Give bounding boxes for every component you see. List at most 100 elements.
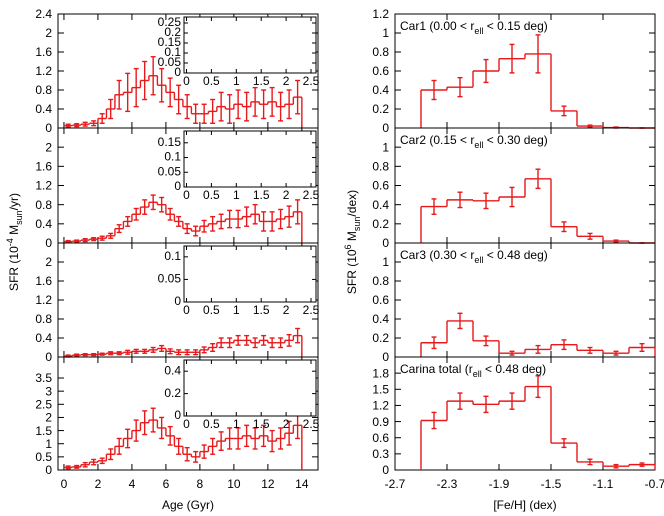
y-tick-label: 1.2 (35, 64, 52, 78)
x-tick-label: 2.5 (303, 74, 320, 88)
y-tick-label: 1.5 (372, 382, 389, 396)
y-tick-label: 0 (382, 350, 389, 364)
y-tick-label: 0 (174, 408, 181, 422)
y-tick-label: 0.15 (158, 135, 182, 149)
y-tick-label: 0.8 (35, 83, 52, 97)
x-tick-label: 0 (61, 477, 68, 491)
y-tick-label: 0.1 (164, 249, 181, 263)
x-tick-label: -1.5 (541, 477, 562, 491)
y-tick-label: 0.4 (35, 217, 52, 231)
y-tick-label: 1.6 (35, 160, 52, 174)
y-tick-label: 3.5 (35, 371, 52, 385)
x-tick-label: 0.5 (203, 417, 220, 431)
panel-label-part: Car1 (0.00 < r (400, 19, 474, 33)
x-axis-title-part: [Fe/H] (dex) (493, 498, 556, 512)
y-tick-label: 1.2 (372, 399, 389, 413)
x-tick-label: 4 (129, 477, 136, 491)
y-tick-label: 1 (45, 437, 52, 451)
x-tick-label: 1 (233, 74, 240, 88)
y-axis-title-part: /yr) (7, 193, 21, 210)
y-axis-title-part: M (7, 225, 21, 238)
y-tick-label: 0.6 (372, 293, 389, 307)
y-tick-label: 2.4 (35, 7, 52, 21)
x-tick-label: 1.5 (253, 417, 270, 431)
x-tick-label: 0 (183, 74, 190, 88)
y-tick-label: 0.4 (372, 198, 389, 212)
panel-label: Car2 (0.15 < rell < 0.30 deg) (400, 133, 548, 150)
y-axis-title-part: -4 (5, 238, 15, 246)
y-axis-title-part: SFR (10 (345, 249, 359, 294)
y-tick-label: 0 (45, 463, 52, 477)
x-tick-label: 6 (163, 477, 170, 491)
x-tick-label: 2 (283, 417, 290, 431)
panel-label-part: < 0.48 deg) (482, 362, 546, 376)
x-tick-label: 2 (283, 303, 290, 317)
y-axis-title-part: 6 (343, 244, 353, 249)
x-axis-title: Age (Gyr) (162, 498, 214, 512)
x-tick-label: 0.5 (203, 303, 220, 317)
y-tick-label: 0.3 (372, 447, 389, 461)
panel-label: Car3 (0.30 < rell < 0.48 deg) (400, 248, 548, 265)
y-tick-label: 0.15 (158, 35, 182, 49)
y-axis-title-part: /dex) (345, 190, 359, 217)
y-tick-label: 1 (382, 26, 389, 40)
y-tick-label: 0.9 (372, 415, 389, 429)
y-tick-label: 1 (382, 140, 389, 154)
panel-label-part: ell (474, 140, 483, 150)
y-tick-label: 0 (382, 236, 389, 250)
y-tick-label: 0 (382, 121, 389, 135)
x-tick-label: 0 (183, 188, 190, 202)
y-tick-label: 2 (45, 255, 52, 269)
y-tick-label: 0.8 (372, 274, 389, 288)
y-tick-label: 0.2 (372, 102, 389, 116)
y-tick-label: 0.05 (158, 164, 182, 178)
y-tick-label: 0.2 (372, 217, 389, 231)
x-tick-label: 1 (233, 417, 240, 431)
x-tick-label: 2.5 (303, 303, 320, 317)
x-tick-label: 10 (227, 477, 241, 491)
y-tick-label: 0.05 (158, 272, 182, 286)
y-axis-title-part: M (345, 231, 359, 244)
y-tick-label: 0.6 (372, 64, 389, 78)
panel-label: Car1 (0.00 < rell < 0.15 deg) (400, 19, 548, 36)
x-tick-label: -2.3 (437, 477, 458, 491)
x-tick-label: -0.7 (645, 477, 664, 491)
inset-frame (183, 16, 317, 74)
y-tick-label: 0 (45, 121, 52, 135)
y-tick-label: 0.4 (372, 83, 389, 97)
x-tick-label: 1.5 (253, 74, 270, 88)
y-tick-label: 0 (45, 350, 52, 364)
y-tick-label: 0.6 (372, 431, 389, 445)
panel-label-part: < 0.48 deg) (483, 248, 547, 262)
x-tick-label: 1.5 (253, 303, 270, 317)
y-tick-label: 0 (174, 294, 181, 308)
panel-label-part: < 0.15 deg) (483, 19, 547, 33)
y-tick-label: 2.5 (35, 398, 52, 412)
x-tick-label: 2 (95, 477, 102, 491)
y-tick-label: 0.25 (158, 15, 182, 29)
y-axis-title: SFR (10-4 Msun/yr) (5, 193, 24, 291)
x-tick-label: 0 (183, 303, 190, 317)
x-tick-label: 2.5 (303, 188, 320, 202)
panel-label-part: Carina total (r (400, 362, 473, 376)
y-tick-label: 0.6 (372, 179, 389, 193)
y-axis-title-part: sun (14, 210, 24, 225)
x-tick-label: 8 (197, 477, 204, 491)
x-tick-label: 12 (261, 477, 275, 491)
y-tick-label: 1.8 (372, 366, 389, 380)
x-tick-label: -2.7 (385, 477, 406, 491)
y-tick-label: 0.8 (35, 198, 52, 212)
x-tick-label: 1.5 (253, 188, 270, 202)
y-tick-label: 0.2 (372, 331, 389, 345)
y-tick-label: 0 (174, 179, 181, 193)
y-tick-label: 2 (45, 26, 52, 40)
inset-frame (183, 245, 317, 303)
panel-label-part: Car2 (0.15 < r (400, 133, 474, 147)
y-tick-label: 1.5 (35, 424, 52, 438)
y-tick-label: 1.2 (372, 7, 389, 21)
y-tick-label: 0 (174, 65, 181, 79)
y-tick-label: 0.8 (35, 312, 52, 326)
panel-label-part: ell (473, 369, 482, 379)
panel-label-part: ell (474, 255, 483, 265)
